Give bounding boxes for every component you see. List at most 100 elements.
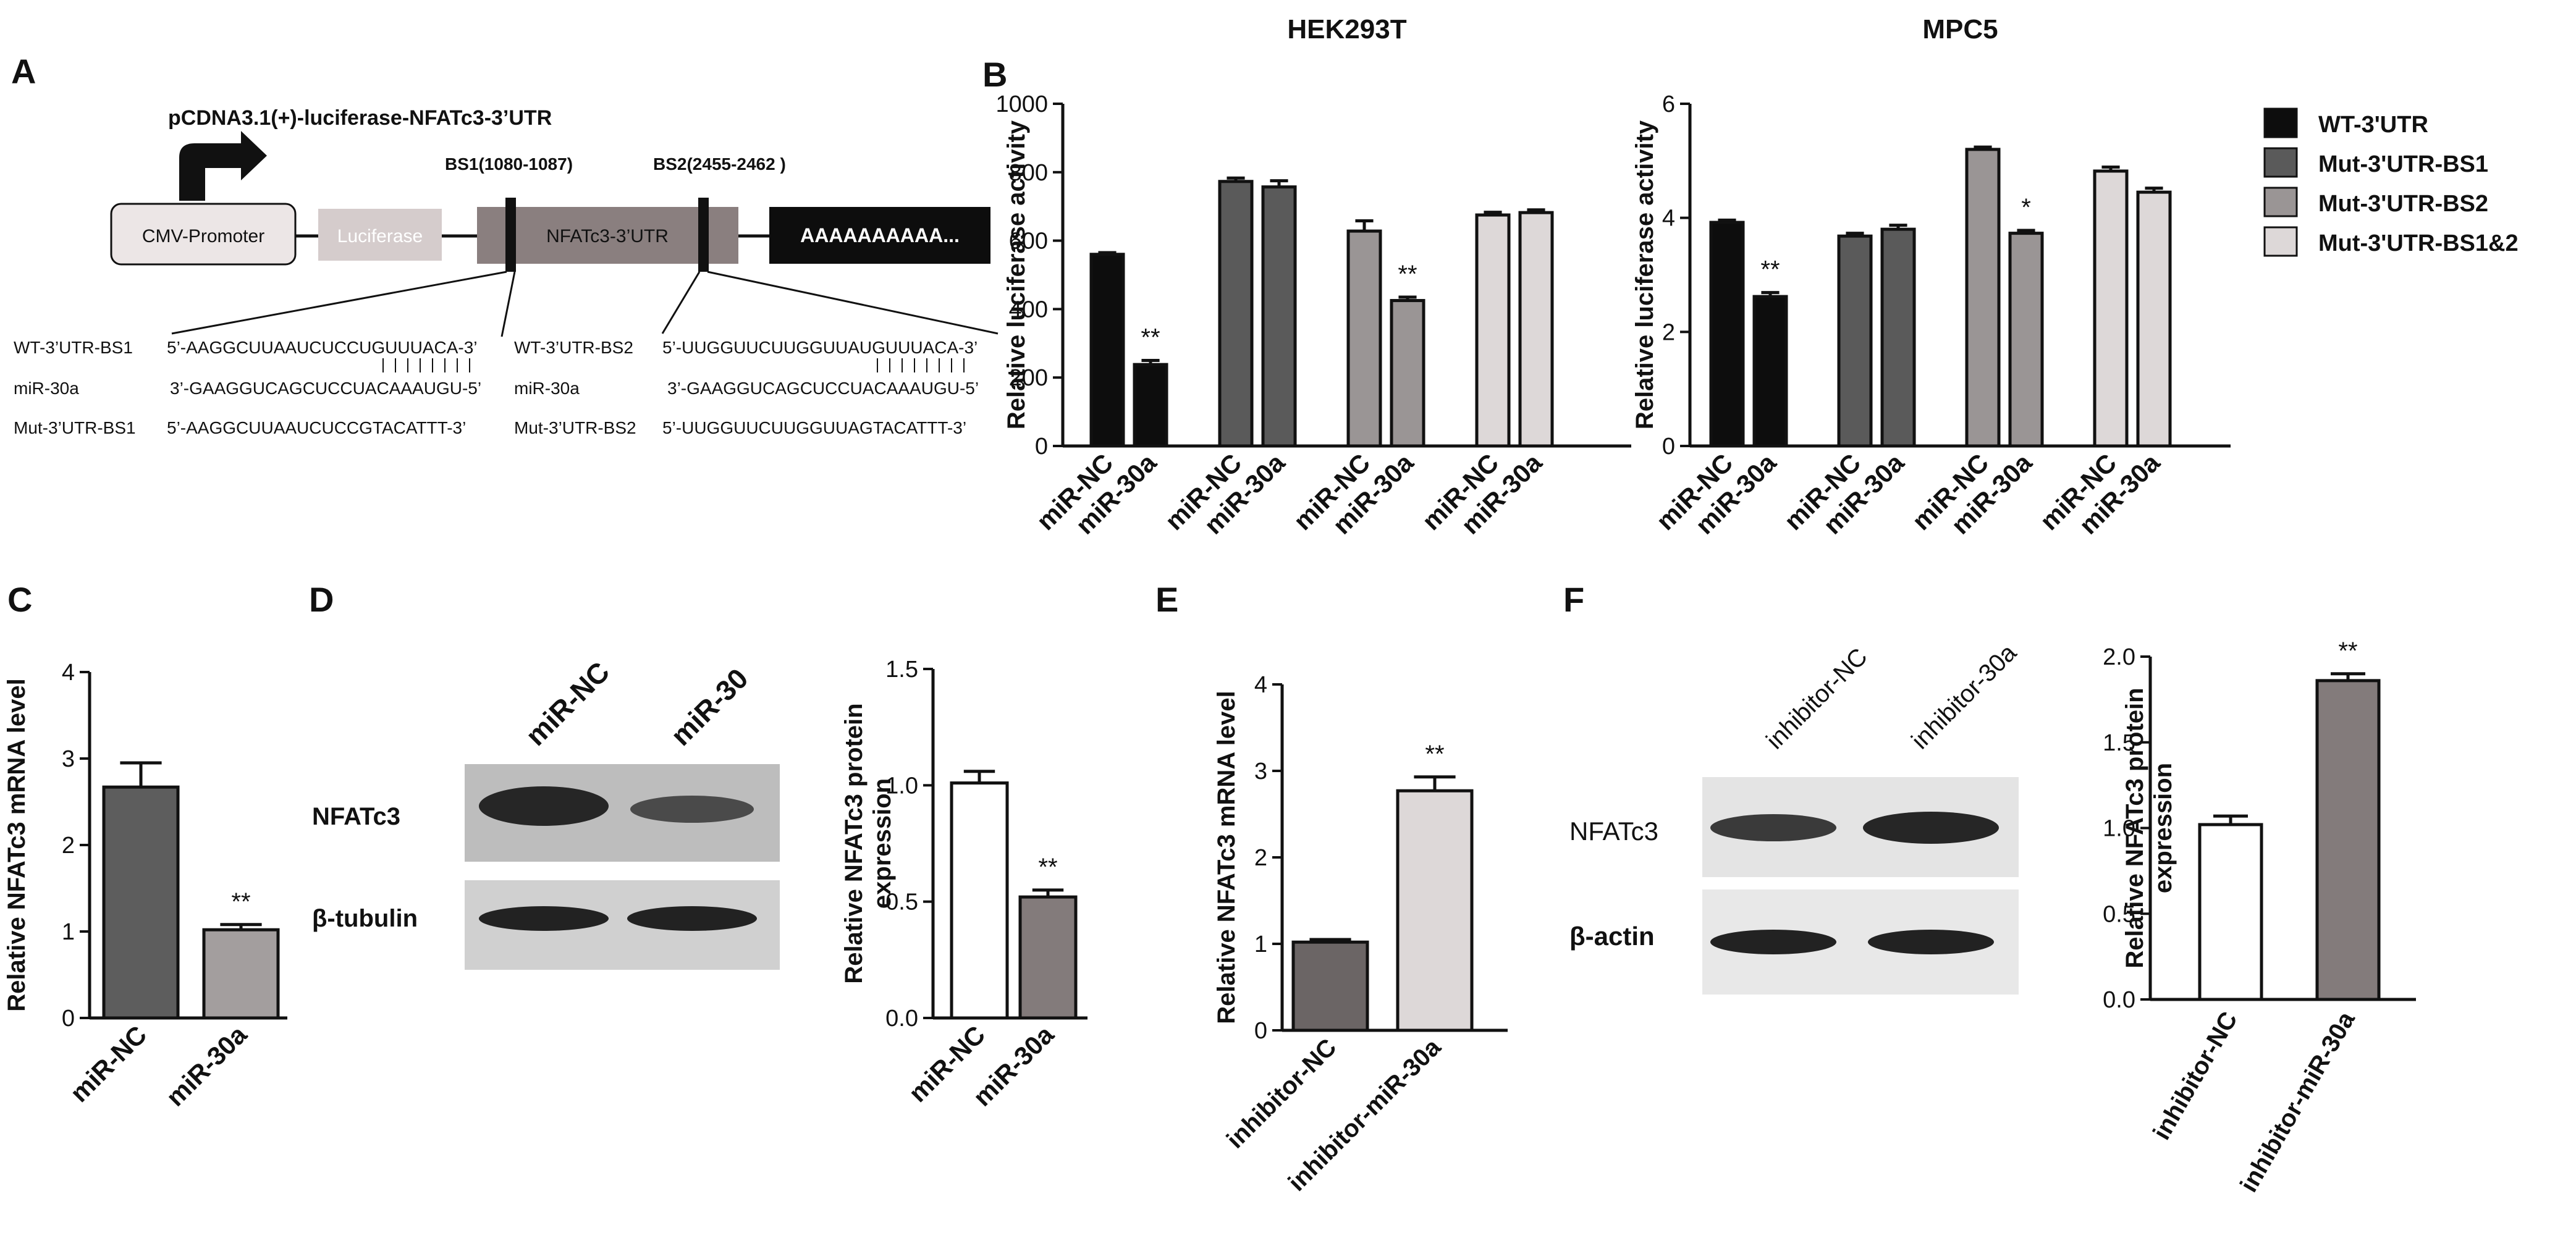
y-tick-label: 1.0	[885, 773, 918, 799]
seq-right-pairing-ticks	[877, 358, 965, 372]
panel-label-b: B	[982, 55, 1007, 94]
y-axis-label: expression	[869, 778, 896, 909]
y-tick-label: 3	[62, 746, 75, 772]
y-tick-label: 0.5	[2103, 901, 2135, 927]
chart-d: 0.0 0.5 1.0 1.5 Relative NFATc3 protein expre…	[840, 657, 1087, 1112]
significance-label: **	[231, 888, 250, 915]
y-tick-label: 0.0	[2103, 987, 2135, 1013]
bar	[2315, 679, 2381, 1001]
bs1-marker	[505, 198, 516, 272]
chart-f: 0.0 0.5 1.0 1.5 2.0 Relative NFATc3 protein ex…	[2103, 637, 2416, 1196]
bar	[1709, 221, 1745, 448]
x-tick-label: miR-30a	[161, 1020, 253, 1112]
western-blot-d: miR-NC miR-30 NFATc3 β-tubulin	[312, 655, 780, 970]
seq-left-label-3: Mut-3’UTR-BS1	[14, 418, 136, 437]
y-tick-label: 400	[1009, 296, 1048, 322]
bar	[1880, 227, 1916, 448]
y-tick-label: 2	[62, 833, 75, 859]
legend-label-wt: WT-3'UTR	[2318, 112, 2428, 138]
seq-left-pairing-ticks	[382, 358, 470, 372]
bar	[1390, 299, 1425, 448]
y-tick-label: 1	[1254, 931, 1267, 957]
seq-left-label-2: miR-30a	[14, 379, 79, 398]
x-tick-label: inhibitor-NC	[2148, 1007, 2243, 1145]
legend-swatch-bs2	[2263, 187, 2298, 217]
blot-f-row-1: NFATc3	[1569, 817, 1658, 846]
y-tick-label: 4	[1662, 206, 1675, 232]
bs2-marker	[698, 198, 709, 272]
y-tick-label: 2	[1662, 319, 1675, 345]
bar	[1261, 185, 1297, 448]
significance-label: *	[2021, 194, 2031, 221]
bar	[2136, 190, 2172, 448]
significance-label: **	[2338, 637, 2357, 665]
y-tick-label: 3	[1254, 759, 1267, 784]
blot-f-nfatc3-band-1	[1710, 814, 1836, 841]
y-tick-label: 4	[62, 660, 75, 686]
blot-d-nfatc3-band-2	[630, 796, 754, 823]
legend-label-bs1: Mut-3'UTR-BS1	[2318, 151, 2488, 177]
panel-label-e: E	[1155, 580, 1178, 619]
bar	[1965, 148, 2001, 448]
luciferase-box	[318, 209, 442, 261]
panel-label-d: D	[309, 580, 334, 619]
chart-b-hek293t: HEK293T 0 200 400 600 800 1000 Relative lucifer…	[995, 14, 1631, 540]
blot-f-actin-band-1	[1710, 930, 1836, 954]
y-axis-label: Relative luciferase activity	[1631, 120, 1658, 429]
y-tick-label: 0	[1254, 1018, 1267, 1044]
bar	[1837, 234, 1873, 448]
zoom-line-bs2-left	[661, 271, 701, 334]
bar	[1396, 789, 1474, 1032]
y-tick-label: 0	[62, 1006, 75, 1032]
construct-title: pCDNA3.1(+)-luciferase-NFATc3-3’UTR	[168, 106, 552, 130]
bar	[950, 781, 1009, 1020]
bar	[1018, 895, 1078, 1020]
nfatc3-utr-box	[477, 207, 738, 264]
seq-right-2: 3’-GAAGGUCAGCUCCUACAAAUGU-5’	[667, 379, 979, 398]
x-tick-label: inhibitor-miR-30a	[2235, 1007, 2360, 1196]
bar	[1346, 229, 1382, 448]
seq-right-label-1: WT-3’UTR-BS2	[514, 338, 633, 357]
blot-f-lane-1: inhibitor-NC	[1761, 643, 1872, 754]
seq-left-2: 3’-GAAGGUCAGCUCCUACAAAUGU-5’	[170, 379, 481, 398]
blot-d-tubulin-band-2	[627, 906, 757, 931]
zoom-line-bs2-right	[707, 271, 999, 335]
cmv-promoter-box	[110, 203, 297, 266]
seq-left-label-1: WT-3’UTR-BS1	[14, 338, 133, 357]
blot-d-tubulin-band-1	[479, 906, 609, 931]
y-tick-label: 0	[1662, 434, 1675, 460]
bar	[2008, 232, 2044, 448]
legend-label-bs12: Mut-3'UTR-BS1&2	[2318, 230, 2519, 256]
blot-f-row-2: β-actin	[1569, 922, 1655, 951]
y-axis-label: Relative NFATc3 mRNA level	[3, 678, 30, 1011]
zoom-line-bs1-left	[171, 271, 507, 335]
y-tick-label: 4	[1254, 672, 1267, 698]
legend-swatch-wt	[2263, 107, 2298, 138]
y-tick-label: 1.5	[2103, 730, 2135, 756]
y-tick-label: 1	[62, 919, 75, 945]
chart-c: 0 1 2 3 4 Relative NFATc3 mRNA level miR-NC ** m…	[3, 660, 287, 1112]
seq-right-3: 5’-UUGGUUCUUGGUUAGTACATTT-3’	[662, 418, 966, 437]
y-axis-label: expression	[2150, 763, 2177, 893]
panel-label-f: F	[1563, 580, 1584, 619]
x-tick-label: miR-NC	[64, 1020, 152, 1108]
y-axis-label: Relative NFATc3 protein	[840, 703, 868, 983]
construct-diagram: pCDNA3.1(+)-luciferase-NFATc3-3’UTR CMV-…	[14, 106, 999, 437]
seq-right-label-3: Mut-3’UTR-BS2	[514, 418, 636, 437]
chart-e: 0 1 2 3 4 Relative NFATc3 mRNA level inhibitor…	[1213, 672, 1508, 1196]
bar	[1518, 211, 1554, 448]
panel-label-a: A	[11, 52, 36, 91]
western-blot-f: inhibitor-NC inhibitor-30a NFATc3 β-acti…	[1569, 639, 2022, 995]
y-tick-label: 800	[1009, 160, 1048, 186]
blot-f-actin-band-2	[1868, 930, 1994, 954]
seq-right-1: 5’-UUGGUUCUUGGUUAUGUUUACA-3’	[662, 338, 978, 357]
blot-d-nfatc3-band-1	[479, 786, 609, 826]
seq-right-label-2: miR-30a	[514, 379, 580, 398]
seq-left-1: 5’-AAGGCUUAAUCUCCUGUUUACA-3’	[167, 338, 478, 357]
legend-swatch-bs12	[2263, 226, 2298, 257]
chart-title: MPC5	[1922, 14, 1998, 44]
polya-box	[769, 207, 990, 264]
y-tick-label: 1000	[995, 91, 1048, 117]
